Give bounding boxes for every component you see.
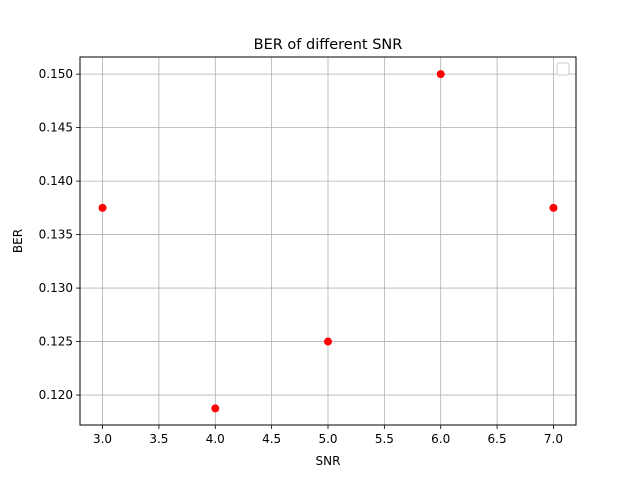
y-axis-ticks: 0.120 0.125 0.130 0.135 0.140 0.145 0.150: [39, 67, 80, 402]
y-tick-label: 0.140: [39, 174, 73, 188]
x-tick-label: 5.5: [375, 432, 394, 446]
y-tick-label: 0.120: [39, 388, 73, 402]
x-tick-label: 6.5: [488, 432, 507, 446]
y-tick-label: 0.130: [39, 281, 73, 295]
y-tick-label: 0.150: [39, 67, 73, 81]
data-points: [98, 70, 558, 413]
data-point: [211, 404, 220, 413]
x-tick-label: 4.5: [262, 432, 281, 446]
y-tick-label: 0.135: [39, 228, 73, 242]
x-tick-label: 6.0: [431, 432, 450, 446]
y-tick-label: 0.125: [39, 335, 73, 349]
chart-title: BER of different SNR: [254, 37, 403, 53]
x-tick-label: 3.0: [93, 432, 112, 446]
x-tick-label: 7.0: [544, 432, 563, 446]
x-tick-label: 4.0: [206, 432, 225, 446]
x-tick-label: 3.5: [149, 432, 168, 446]
plot-frame: [79, 56, 577, 426]
legend-box: [556, 62, 570, 76]
x-axis-label: SNR: [316, 454, 341, 468]
y-axis-label: BER: [11, 229, 25, 253]
y-tick-label: 0.145: [39, 121, 73, 135]
x-axis-ticks: 3.0 3.5 4.0 4.5 5.0 5.5 6.0 6.5 7.0: [93, 425, 563, 446]
data-point: [324, 337, 332, 346]
x-tick-label: 5.0: [318, 432, 337, 446]
data-point: [436, 70, 445, 79]
data-point: [98, 203, 107, 212]
data-point: [549, 203, 558, 212]
